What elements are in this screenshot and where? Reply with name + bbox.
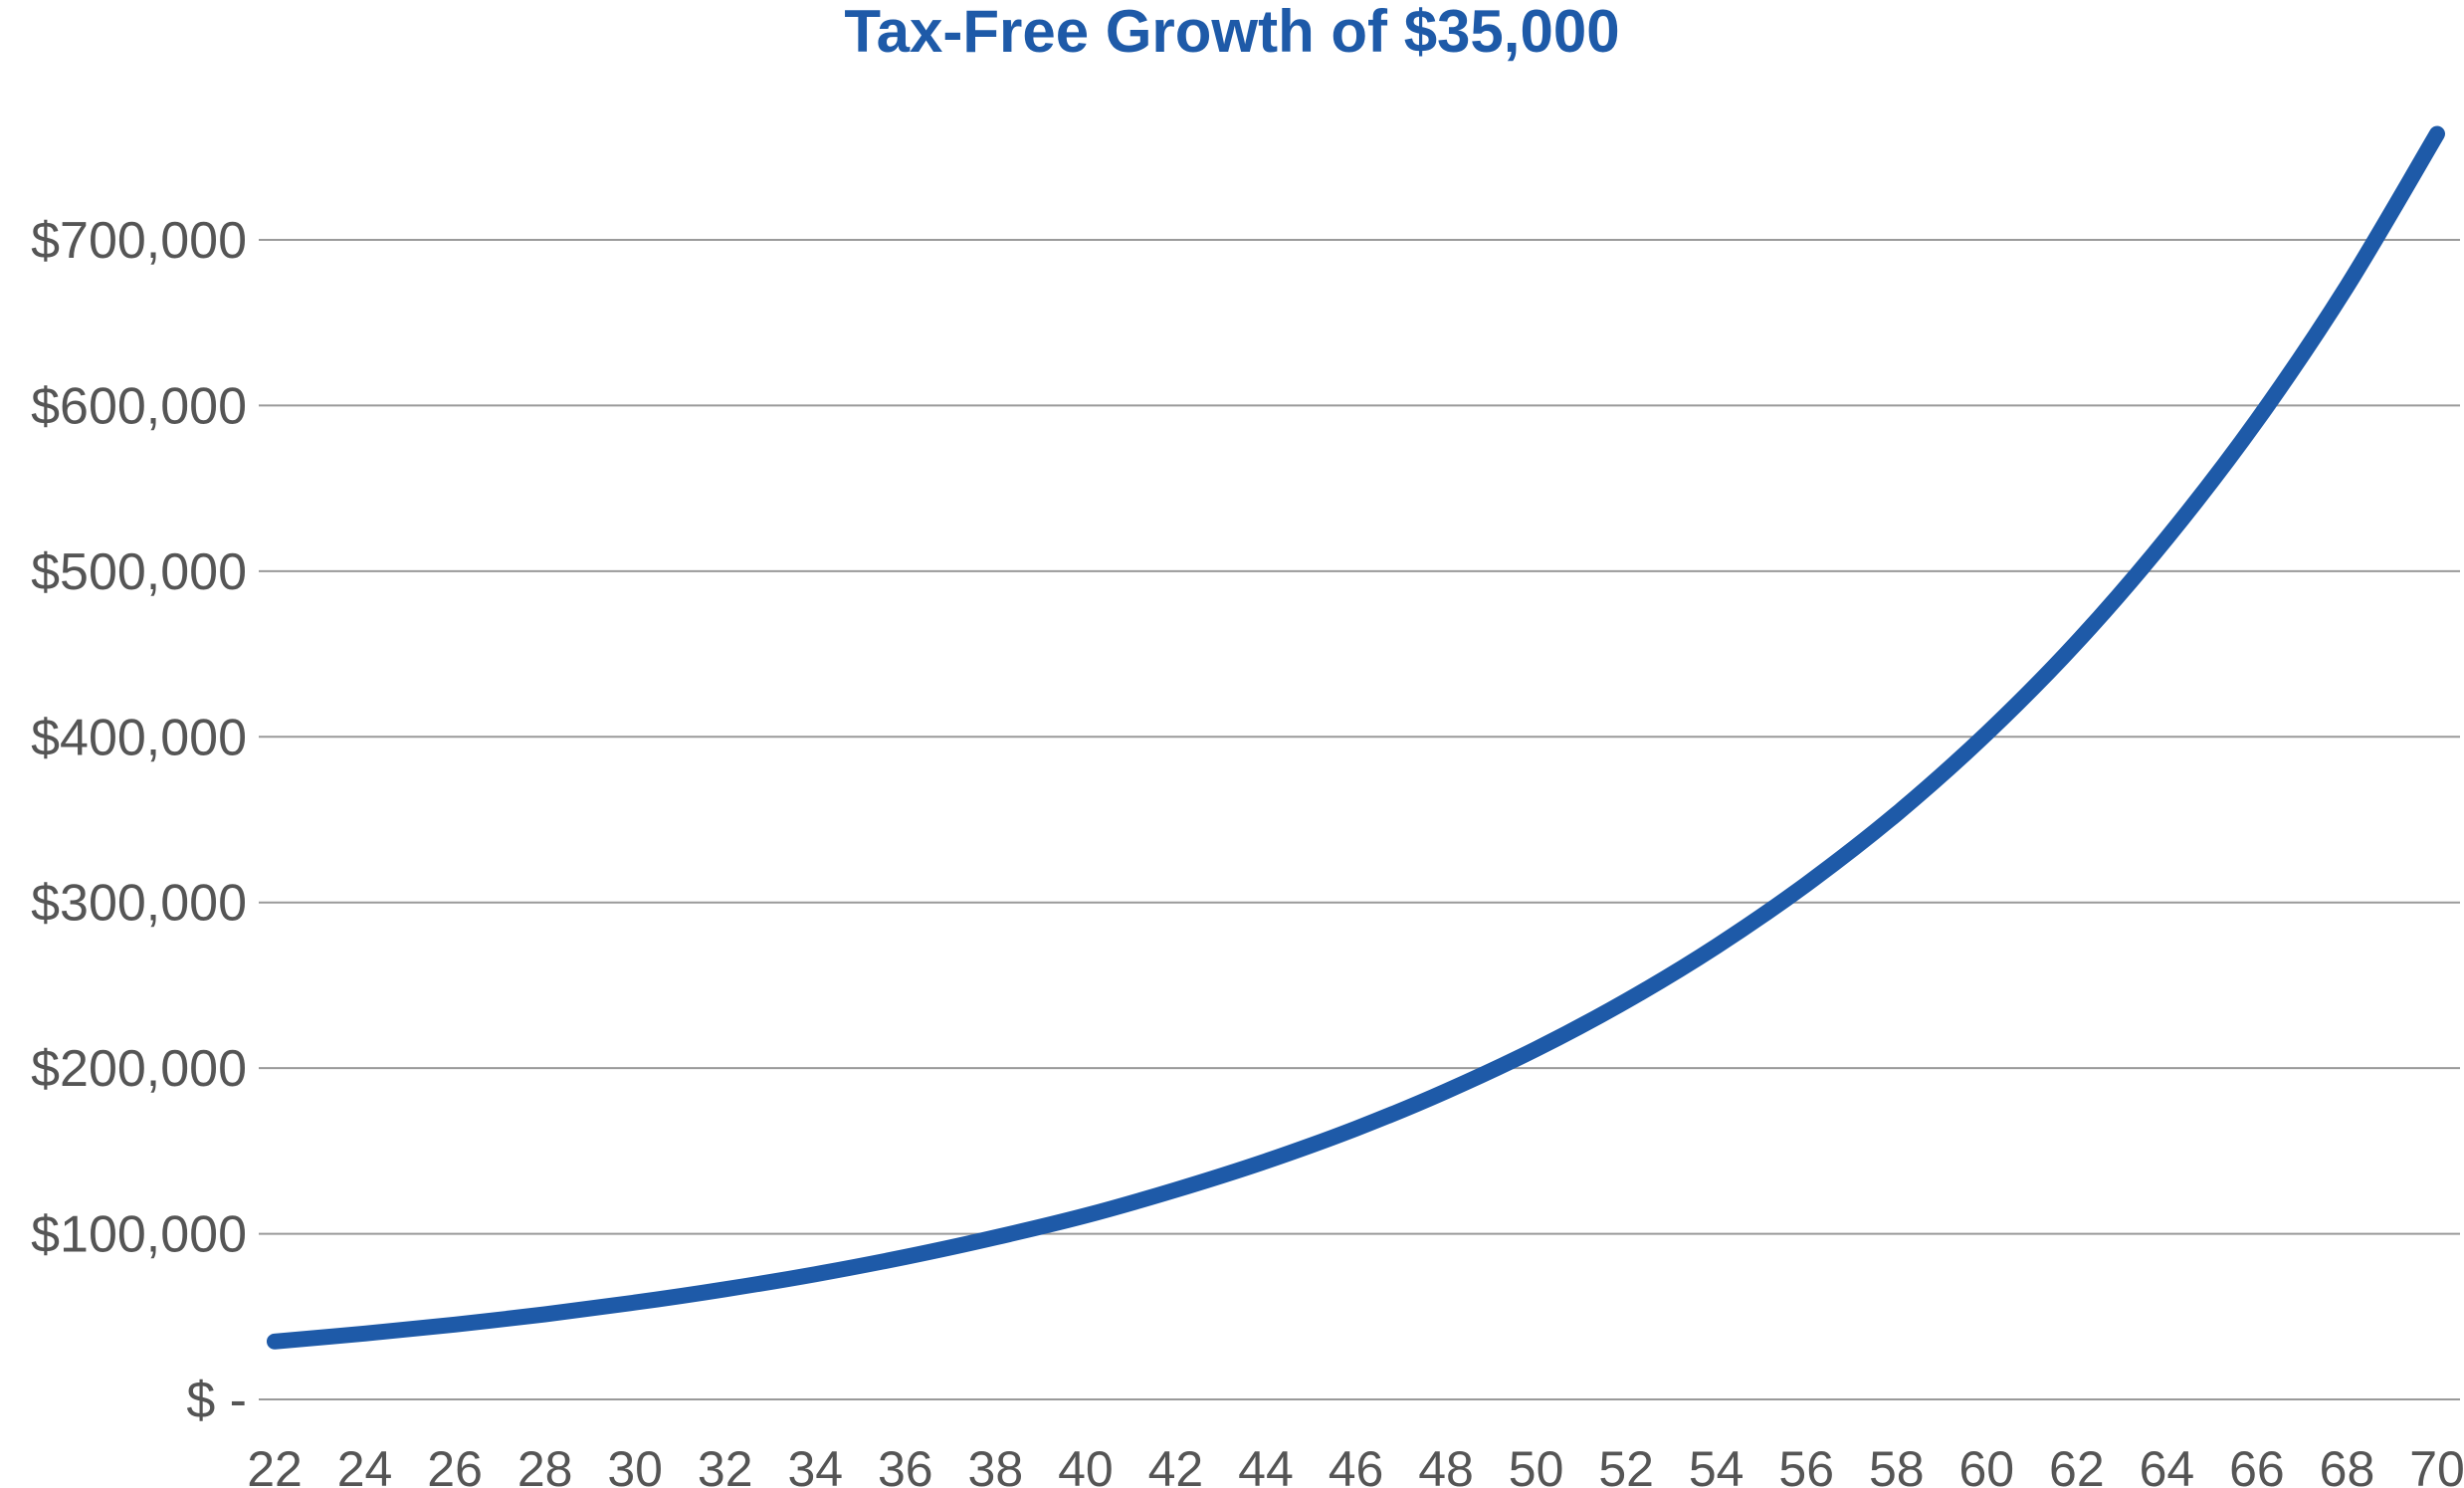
x-tick-label: 30 <box>607 1441 663 1488</box>
x-tick-label: 34 <box>787 1441 843 1488</box>
x-tick-label: 68 <box>2320 1441 2375 1488</box>
x-tick-label: 38 <box>968 1441 1024 1488</box>
y-tick-label: $100,000 <box>31 1206 247 1264</box>
gridlines <box>259 239 2460 1400</box>
y-tick-label: $200,000 <box>31 1040 247 1098</box>
x-tick-label: 42 <box>1148 1441 1204 1488</box>
x-tick-label: 54 <box>1689 1441 1745 1488</box>
x-tick-label: 40 <box>1058 1441 1114 1488</box>
x-tick-label: 24 <box>337 1441 393 1488</box>
y-tick-label: $500,000 <box>31 543 247 601</box>
y-tick-label: $700,000 <box>31 212 247 270</box>
x-tick-label: 62 <box>2049 1441 2105 1488</box>
x-tick-label: 44 <box>1238 1441 1294 1488</box>
x-tick-label: 32 <box>698 1441 753 1488</box>
series-line <box>267 125 2445 1350</box>
series-layer <box>267 125 2445 1350</box>
y-axis-tick-labels: $ - $100,000 $200,000 $300,000 $400,000 $500,… <box>31 212 247 1429</box>
x-tick-label: 28 <box>517 1441 573 1488</box>
chart-title: Tax-Free Growth of $35,000 <box>844 0 1620 65</box>
y-tick-label: $600,000 <box>31 377 247 435</box>
x-tick-label: 60 <box>1958 1441 2014 1488</box>
x-tick-label: 46 <box>1329 1441 1384 1488</box>
x-tick-label: 64 <box>2140 1441 2195 1488</box>
y-tick-label: $300,000 <box>31 875 247 933</box>
x-tick-label: 58 <box>1869 1441 1925 1488</box>
x-tick-label: 66 <box>2229 1441 2285 1488</box>
x-tick-label: 50 <box>1509 1441 1564 1488</box>
x-tick-label: 52 <box>1598 1441 1654 1488</box>
x-tick-label: 22 <box>247 1441 303 1488</box>
x-tick-label: 26 <box>427 1441 483 1488</box>
x-tick-label: 70 <box>2409 1441 2464 1488</box>
x-tick-label: 56 <box>1778 1441 1834 1488</box>
y-tick-label: $ - <box>186 1372 247 1429</box>
x-axis-tick-labels: 22 24 26 28 30 32 34 36 38 40 42 44 46 48 50 52 54 56 58 60… <box>247 1441 2464 1488</box>
x-tick-label: 48 <box>1418 1441 1474 1488</box>
y-tick-label: $400,000 <box>31 709 247 766</box>
x-tick-label: 36 <box>878 1441 933 1488</box>
